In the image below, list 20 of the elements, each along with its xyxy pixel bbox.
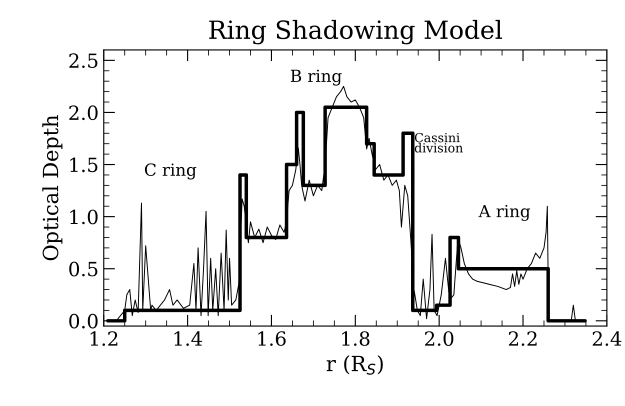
y-axis-title: Optical Depth [42,115,62,260]
x-tick-label: 1.8 [342,331,370,346]
y-tick-label: 2.5 [69,53,98,68]
annotation: B ring [290,70,342,86]
y-tick-label: 0.0 [69,314,98,328]
chart-title: Ring Shadowing Model [209,20,502,44]
x-tick-label: 2.0 [425,331,454,346]
y-tick-label: 2.0 [69,105,98,120]
x-tick-label: 2.4 [592,331,622,346]
y-tick-label: 1.5 [70,157,98,172]
x-tick-label: 1.2 [90,331,118,346]
x-tick-label: 2.2 [508,331,537,346]
x-tick-label: 1.6 [258,331,286,346]
x-tick-label: 1.4 [174,331,202,346]
annotation: Cassini division [414,132,463,153]
y-tick-label: 0.5 [69,262,98,276]
y-tick-label: 1.0 [70,210,98,224]
annotation: C ring [144,163,196,180]
annotation: A ring [478,204,530,221]
x-axis-title: r (R$_{S}$) [326,355,383,375]
